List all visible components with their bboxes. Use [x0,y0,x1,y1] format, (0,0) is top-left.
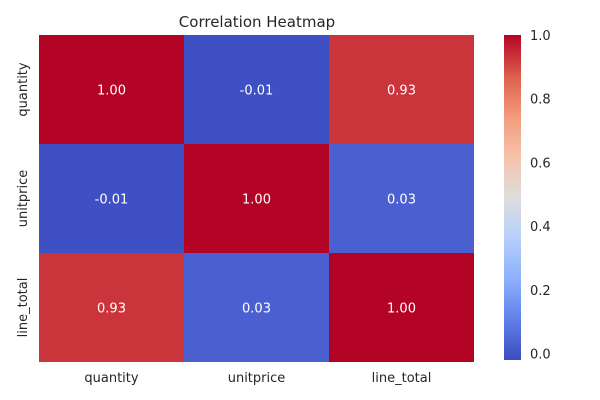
heatmap-cell [329,35,474,144]
heatmap-cell-label: 1.00 [387,302,416,317]
heatmap-cell-label: 0.03 [387,193,416,208]
colorbar: 0.0 0.2 0.4 0.6 0.8 1.0 [504,29,551,363]
colorbar-tick-label: 0.4 [530,220,551,235]
x-tick-label: unitprice [228,371,286,386]
colorbar-gradient [504,35,521,360]
colorbar-tick-label: 0.0 [530,348,551,363]
heatmap-cell [184,144,329,253]
x-axis-tick-labels: quantity unitprice line_total [84,371,431,386]
heatmap-cell [39,253,184,362]
y-tick-label: unitprice [16,170,31,228]
heatmap-cells: 1.00 -0.01 0.93 -0.01 1.00 0.03 0.93 0.03 1.00 [39,35,474,362]
y-tick-label: line_total [16,278,31,338]
colorbar-tick-label: 0.6 [530,156,551,171]
x-tick-label: quantity [84,371,139,386]
heatmap-cell-label: -0.01 [240,84,274,99]
heatmap-cell [39,144,184,253]
heatmap-cell [184,253,329,362]
heatmap-cell [329,144,474,253]
heatmap-cell-label: 0.93 [97,302,126,317]
chart-title: Correlation Heatmap [179,13,335,31]
heatmap-cell [329,253,474,362]
colorbar-tick-label: 0.2 [530,284,551,299]
y-axis-tick-labels: quantity unitprice line_total [16,62,31,337]
x-tick-label: line_total [372,371,432,386]
heatmap-cell-label: 0.03 [242,302,271,317]
y-tick-label: quantity [16,62,31,117]
heatmap-cell [184,35,329,144]
heatmap-cell-label: 1.00 [242,193,271,208]
colorbar-tick-label: 0.8 [530,93,551,108]
heatmap-cell-label: -0.01 [95,193,129,208]
colorbar-tick-label: 1.0 [530,29,551,44]
heatmap-cell [39,35,184,144]
heatmap-cell-label: 0.93 [387,84,416,99]
heatmap-cell-label: 1.00 [97,84,126,99]
